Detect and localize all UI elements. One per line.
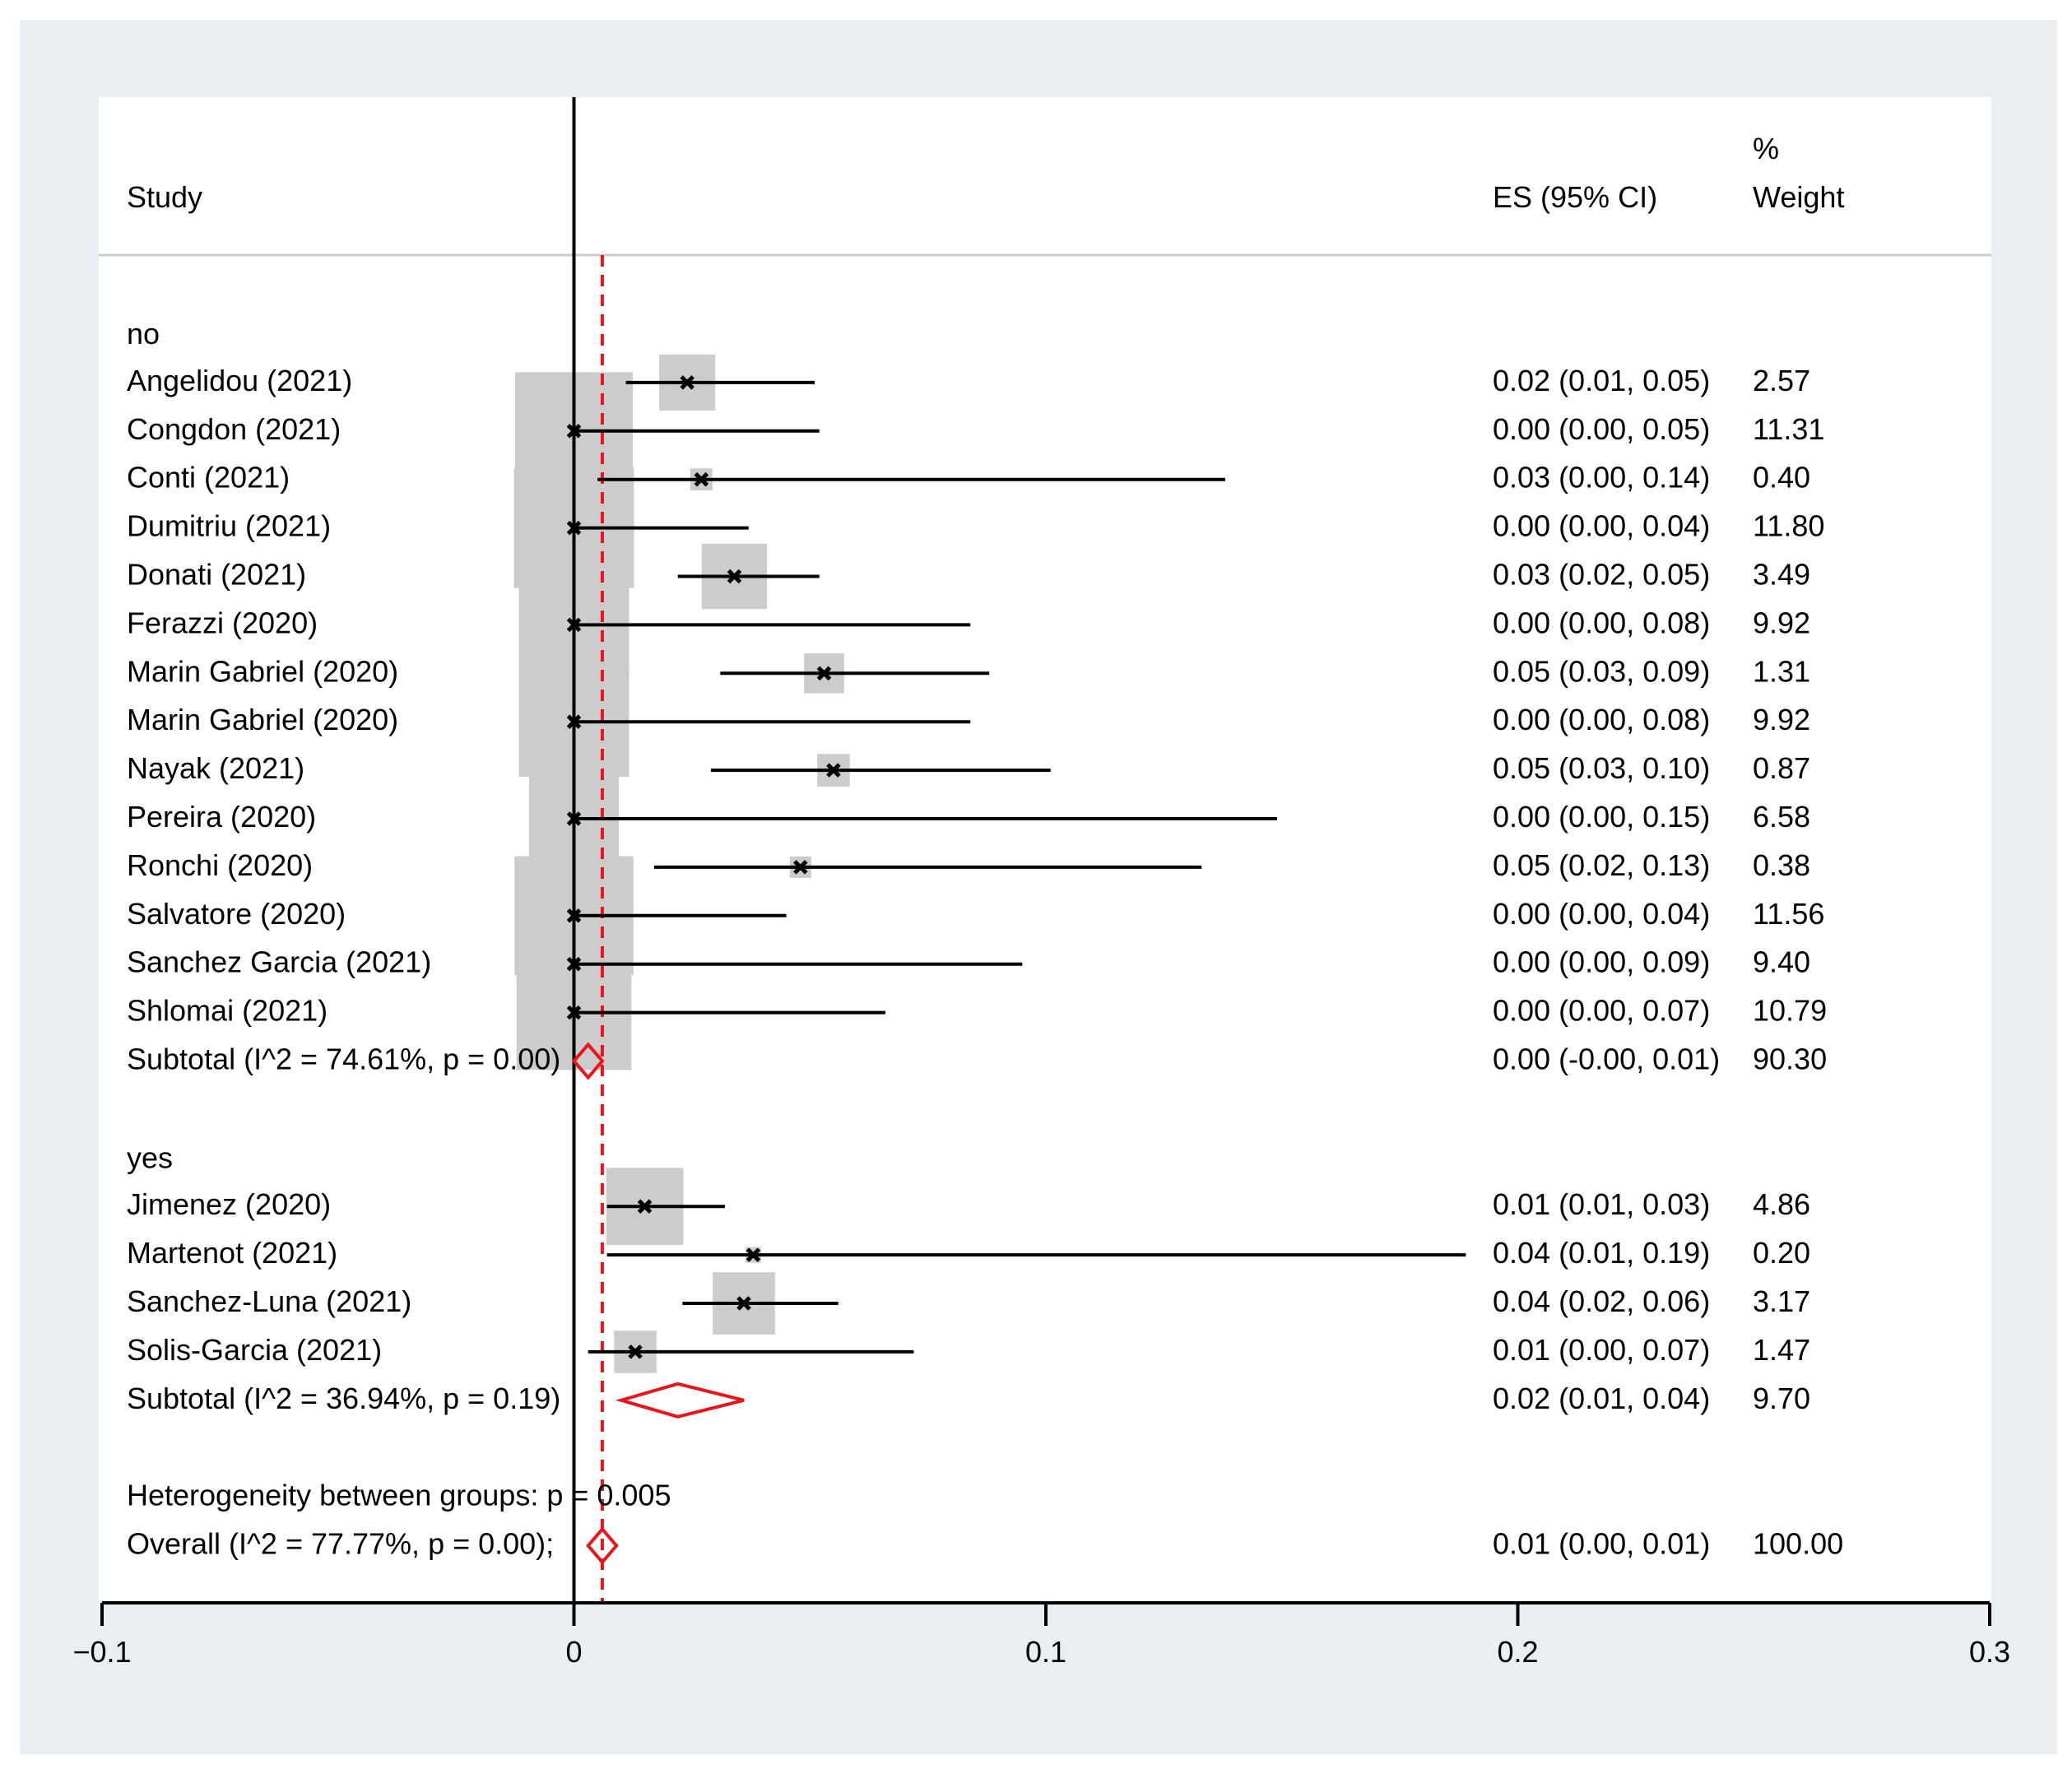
weight-value: 90.30 [1753,1043,1827,1076]
weight-value: 11.80 [1753,509,1824,543]
es-value: 0.03 (0.00, 0.14) [1493,461,1710,495]
study-label: Donati (2021) [127,558,306,592]
es-value: 0.04 (0.02, 0.06) [1493,1284,1710,1318]
es-value: 0.02 (0.01, 0.05) [1493,364,1710,397]
es-value: 0.03 (0.02, 0.05) [1493,558,1710,592]
study-label: Dumitriu (2021) [127,509,331,543]
study-label: Martenot (2021) [127,1236,337,1270]
weight-value: 9.92 [1753,606,1810,639]
point-estimate [826,763,841,778]
es-value: 0.00 (-0.00, 0.01) [1493,1043,1720,1076]
subtotal-diamond [615,1382,745,1419]
weight-value: 11.56 [1753,897,1824,931]
overall-label: Overall (I^2 = 77.77%, p = 0.00); [127,1527,554,1561]
study-label: Salvatore (2020) [127,897,346,931]
es-value: 0.00 (0.00, 0.04) [1493,897,1710,931]
subtotal-label: Subtotal (I^2 = 74.61%, p = 0.00) [127,1043,560,1076]
es-value: 0.01 (0.01, 0.03) [1493,1187,1710,1221]
es-value: 0.00 (0.00, 0.04) [1493,509,1710,543]
point-estimate [746,1247,761,1262]
study-label: Sanchez Garcia (2021) [127,945,431,979]
point-estimate [566,520,582,536]
point-estimate [566,908,582,923]
study-label: Ferazzi (2020) [127,606,318,639]
study-label: Sanchez-Luna (2021) [127,1284,411,1318]
point-estimate [680,375,695,390]
weight-value: 0.40 [1753,461,1810,495]
point-estimate [816,666,832,681]
study-label: Jimenez (2020) [127,1187,331,1221]
point-estimate [793,860,808,875]
overall-diamond [586,1526,619,1565]
point-estimate [727,569,742,584]
es-value: 0.00 (0.00, 0.09) [1493,945,1710,979]
group-label: no [127,317,160,351]
study-label: Marin Gabriel (2020) [127,703,398,736]
weight-value: 6.58 [1753,800,1810,834]
point-estimate [566,617,582,633]
weight-value: 0.20 [1753,1236,1810,1270]
study-label: Pereira (2020) [127,800,316,834]
es-value: 0.02 (0.01, 0.04) [1493,1382,1710,1415]
es-value: 0.00 (0.00, 0.05) [1493,412,1710,446]
point-estimate [566,424,582,439]
es-value: 0.05 (0.02, 0.13) [1493,848,1710,882]
study-label: Ronchi (2020) [127,848,313,882]
header-es: ES (95% CI) [1493,180,1657,214]
x-axis-tick-label: 0.3 [1969,1635,2010,1669]
header-weight-pct: % [1753,132,1779,165]
weight-value: 0.87 [1753,751,1810,785]
es-value: 0.00 (0.00, 0.08) [1493,606,1710,639]
point-estimate [637,1199,653,1214]
es-value: 0.00 (0.00, 0.07) [1493,994,1710,1028]
point-estimate [694,471,709,487]
weight-value: 0.38 [1753,848,1810,882]
es-value: 0.05 (0.03, 0.09) [1493,654,1710,688]
header-study: Study [127,180,202,214]
x-axis-tick-label: −0.1 [72,1635,131,1669]
study-label: Marin Gabriel (2020) [127,654,398,688]
heterogeneity-note: Heterogeneity between groups: p = 0.005 [127,1479,671,1512]
header-weight: Weight [1753,180,1844,214]
weight-value: 2.57 [1753,364,1810,397]
es-value: 0.01 (0.00, 0.01) [1493,1527,1710,1561]
point-estimate [566,811,582,826]
x-axis-tick-label: 0.1 [1025,1635,1066,1669]
es-value: 0.01 (0.00, 0.07) [1493,1333,1710,1367]
weight-value: 9.70 [1753,1382,1810,1415]
weight-value: 9.92 [1753,703,1810,736]
point-estimate [628,1344,643,1359]
study-label: Nayak (2021) [127,751,304,785]
es-value: 0.00 (0.00, 0.15) [1493,800,1710,834]
study-label: Solis-Garcia (2021) [127,1333,382,1367]
weight-value: 1.31 [1753,654,1810,688]
weight-value: 100.00 [1753,1527,1843,1561]
weight-value: 10.79 [1753,994,1827,1028]
weight-value: 11.31 [1753,412,1824,446]
point-estimate [566,956,582,972]
x-axis-tick-label: 0.2 [1497,1635,1538,1669]
point-estimate [566,714,582,729]
plot-panel [99,97,1991,1603]
es-value: 0.04 (0.01, 0.19) [1493,1236,1710,1270]
study-label: Congdon (2021) [127,412,341,446]
subtotal-label: Subtotal (I^2 = 36.94%, p = 0.19) [127,1382,560,1415]
subtotal-diamond [571,1042,605,1080]
weight-value: 1.47 [1753,1333,1810,1367]
weight-value: 9.40 [1753,945,1810,979]
point-estimate [736,1296,751,1311]
study-label: Conti (2021) [127,461,290,495]
group-label: yes [127,1140,173,1174]
weight-value: 3.17 [1753,1284,1810,1318]
x-axis-tick-label: 0 [565,1635,582,1669]
es-value: 0.00 (0.00, 0.08) [1493,703,1710,736]
study-label: Angelidou (2021) [127,364,352,397]
weight-value: 3.49 [1753,558,1810,592]
point-estimate [566,1005,582,1020]
study-label: Shlomai (2021) [127,994,328,1028]
es-value: 0.05 (0.03, 0.10) [1493,751,1710,785]
weight-value: 4.86 [1753,1187,1810,1221]
